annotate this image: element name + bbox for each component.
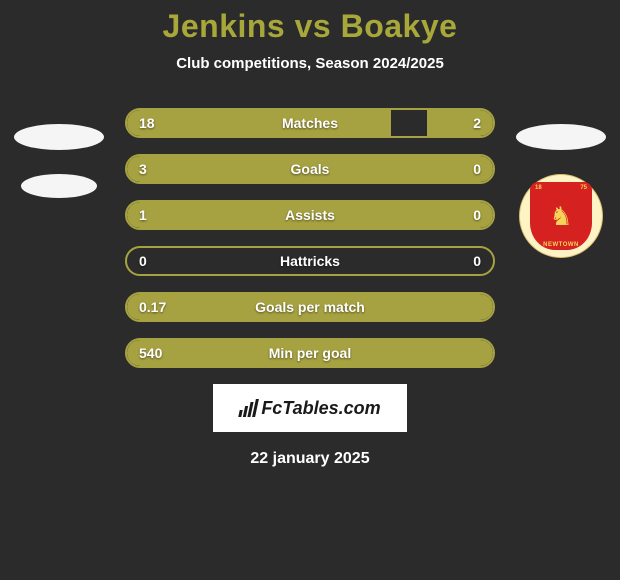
placeholder-ellipse [516, 124, 606, 150]
player-left-badge [14, 108, 104, 198]
source-logo: FcTables.com [213, 384, 407, 432]
date-text: 22 january 2025 [0, 450, 620, 468]
stat-label: Hattricks [127, 253, 493, 269]
placeholder-ellipse [14, 124, 104, 150]
stat-row: 10Assists [125, 200, 495, 230]
logo-label: FcTables.com [261, 398, 380, 419]
comparison-infographic: Jenkins vs Boakye Club competitions, Sea… [0, 0, 620, 580]
crest-top-text: 18 75 [530, 185, 592, 191]
stat-row: 30Goals [125, 154, 495, 184]
crest-shield: 18 75 ♞ NEWTOWN [530, 182, 592, 250]
stat-label: Goals [127, 161, 493, 177]
crest-year-left: 18 [535, 185, 542, 191]
stats-area: 18 75 ♞ NEWTOWN 182Matches 30Goals 10Assis… [0, 108, 620, 368]
stat-row: 00Hattricks [125, 246, 495, 276]
stat-label: Assists [127, 207, 493, 223]
logo-content: FcTables.com [239, 398, 380, 419]
stat-row: 182Matches [125, 108, 495, 138]
placeholder-ellipse [21, 174, 97, 198]
stat-label: Matches [127, 115, 493, 131]
page-subtitle: Club competitions, Season 2024/2025 [0, 55, 620, 72]
stat-label: Goals per match [127, 299, 493, 315]
crest-lion-icon: ♞ [549, 203, 572, 229]
stat-rows: 182Matches 30Goals 10Assists 00Hattricks 0.1… [125, 108, 495, 368]
stat-label: Min per goal [127, 345, 493, 361]
crest-banner-text: NEWTOWN [530, 242, 592, 248]
stat-row: 0.17Goals per match [125, 292, 495, 322]
club-crest: 18 75 ♞ NEWTOWN [519, 174, 603, 258]
crest-year-right: 75 [580, 185, 587, 191]
stat-row: 540Min per goal [125, 338, 495, 368]
page-title: Jenkins vs Boakye [0, 8, 620, 45]
bars-icon [239, 399, 257, 417]
